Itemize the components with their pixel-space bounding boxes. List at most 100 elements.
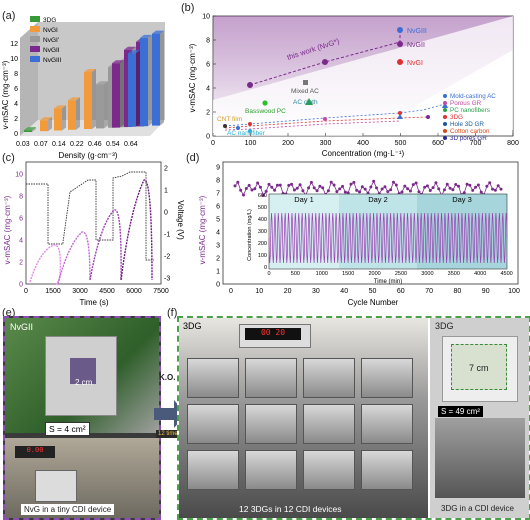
chart-a-xtick-labels: 0.03 0.07 0.14 0.22 0.46 0.54 0.64 — [16, 141, 138, 148]
d-ytick-3: 3 — [216, 243, 220, 250]
a-bar-top-11 — [128, 50, 140, 54]
cycle-point-64 — [414, 181, 418, 185]
inset-ytick-100: 100 — [258, 253, 267, 259]
inset-wave — [268, 212, 508, 264]
cycle-point-24 — [301, 189, 305, 193]
cycle-point-38 — [341, 184, 345, 188]
b-ytick-2: 2 — [206, 110, 210, 117]
cycle-point-19 — [287, 183, 291, 187]
c-xtick-3000: 3000 — [72, 288, 88, 295]
d-xtick-50: 50 — [369, 288, 377, 295]
a-bar-side-3 — [76, 97, 80, 130]
chart-b-ylabel: v-mSAC (mg·cm⁻³) — [188, 43, 197, 112]
d-ytick-0: 0 — [216, 282, 220, 289]
cdi-device — [187, 358, 239, 398]
b-xtick-600: 600 — [432, 140, 444, 147]
annot-ac-nanofiber: AC nanofiber — [227, 130, 266, 137]
cycle-point-37 — [338, 187, 342, 191]
a-ytick-12: 12 — [10, 41, 18, 48]
cycle-point-20 — [290, 182, 294, 186]
point-ac-cloth — [305, 98, 313, 105]
a-bar-top-2 — [54, 105, 66, 109]
d-ytick-4: 4 — [216, 230, 220, 237]
b-ytick-0: 0 — [206, 134, 210, 141]
cycle-point-5 — [247, 183, 251, 187]
cycle-point-72 — [437, 187, 441, 191]
cycle-point-46 — [363, 187, 367, 191]
chart-d-ylabel: v-mSAC (mg·cm⁻³) — [198, 195, 207, 264]
d-ytick-6: 6 — [216, 204, 220, 211]
cycle-point-59 — [400, 190, 404, 194]
b-ytick-6: 6 — [206, 62, 210, 69]
cycle-point-94 — [499, 187, 503, 191]
inset-xtick-2500: 2500 — [395, 271, 407, 277]
a-bar-top-3 — [68, 97, 80, 101]
cycle-point-28 — [312, 186, 316, 190]
cycle-point-40 — [346, 191, 350, 195]
cycle-point-50 — [375, 186, 378, 190]
a-bar-side-8 — [120, 60, 124, 128]
a-bar-side-12 — [148, 34, 152, 127]
cycle-point-34 — [329, 180, 333, 184]
chart-b-xlabel: Concentration (mg·L⁻¹) — [322, 149, 405, 158]
a-bar-side-4 — [92, 68, 96, 129]
cycle-point-43 — [355, 188, 359, 192]
b-legend-label-4: Hole 3D GR — [450, 121, 484, 128]
cycle-point-22 — [295, 186, 299, 190]
glove-device — [45, 336, 117, 416]
cycle-point-91 — [491, 187, 495, 191]
c-xtick-4500: 4500 — [99, 288, 115, 295]
b-legend-marker-0 — [443, 94, 447, 98]
cdi-device — [245, 450, 297, 490]
inset-xtick-3500: 3500 — [448, 271, 460, 277]
d-xtick-90: 90 — [482, 288, 490, 295]
inset-xtick-0: 0 — [267, 271, 270, 277]
c-xtick-0: 0 — [24, 288, 28, 295]
cycle-point-1 — [236, 180, 240, 184]
inset-xtick-3000: 3000 — [421, 271, 433, 277]
cycle-point-42 — [352, 180, 356, 184]
inset-day1-label: Day 1 — [294, 195, 314, 204]
a-legend-label-2: NvGI' — [43, 37, 59, 44]
d-ytick-5: 5 — [216, 217, 220, 224]
chart-a-legend: 3DG NvGI NvGI' NvGII NvGIII — [30, 16, 62, 64]
annot-nvgiii: NvGIII — [407, 28, 427, 35]
a-bar-1 — [40, 120, 48, 132]
panel-c-label: (c) — [2, 152, 15, 164]
a-legend-label-1: NvGI — [43, 27, 58, 34]
cycle-point-30 — [318, 184, 322, 188]
a-ytick-2: 2 — [14, 116, 18, 123]
cycle-point-11 — [264, 189, 268, 193]
photo-e: 2 cm NvGII S = 4 cm² 0.00 NvG in a tiny … — [3, 316, 161, 520]
cycle-point-36 — [335, 190, 339, 194]
b-xtick-800: 800 — [507, 140, 519, 147]
d-xtick-80: 80 — [454, 288, 462, 295]
cycle-point-12 — [267, 182, 271, 186]
cycle-point-55 — [389, 188, 393, 192]
a-bar-side-13 — [160, 30, 164, 126]
cdi-device — [245, 404, 297, 444]
a-bar-side-2 — [62, 105, 66, 131]
curve-4 — [120, 179, 153, 281]
a-legend-swatch-2 — [30, 36, 40, 42]
c-ytick-10: 10 — [15, 172, 23, 179]
a-bar-side-1 — [48, 117, 52, 132]
chart-a-ytick-labels: 0 2 4 6 8 10 12 — [10, 41, 18, 138]
cycle-point-9 — [258, 185, 262, 189]
b-legend-label-1: Porous GR — [450, 100, 482, 107]
f-right-size: 7 cm — [469, 363, 489, 373]
point-nvgi-300 — [322, 59, 328, 65]
cycle-point-83 — [468, 183, 472, 187]
b-legend-marker-2 — [443, 108, 447, 112]
cycle-point-54 — [386, 190, 390, 194]
a-bar-top-8 — [112, 60, 124, 64]
f-left-caption: 12 3DGs in 12 CDI devices — [239, 504, 342, 514]
c-ytick-8: 8 — [19, 194, 23, 201]
cycle-point-61 — [406, 187, 410, 191]
cycle-point-85 — [474, 185, 478, 189]
f-right-device — [435, 418, 525, 498]
a-legend-label-0: 3DG — [43, 17, 56, 24]
b-legend-label-6: 3D pores GR — [450, 135, 487, 142]
